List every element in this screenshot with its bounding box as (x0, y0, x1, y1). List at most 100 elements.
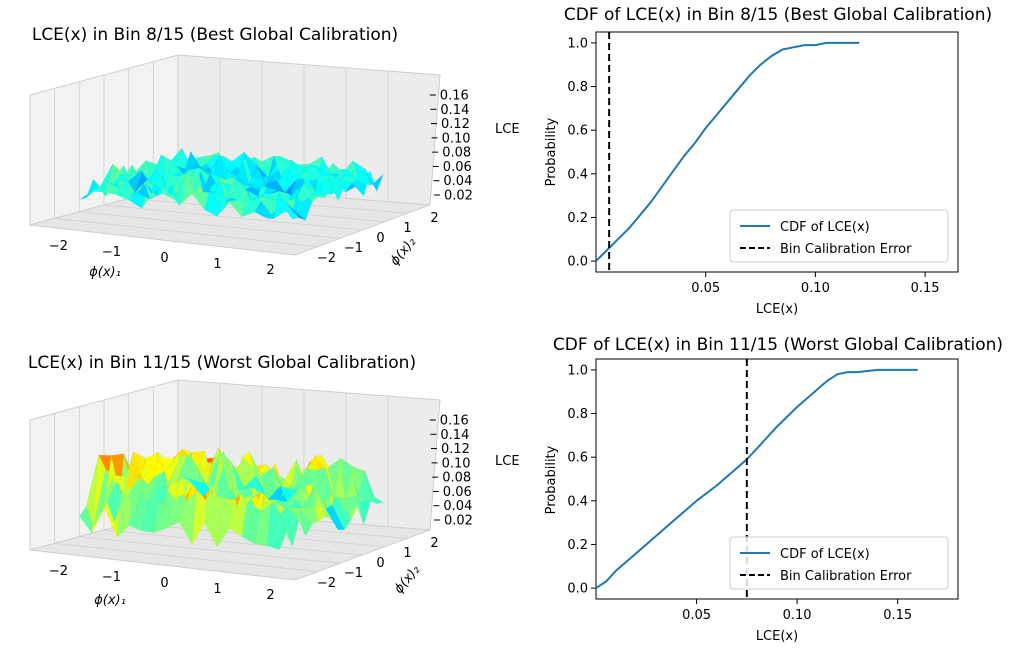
surface-facet (364, 470, 384, 504)
surface-facet (338, 179, 358, 193)
legend-box (729, 209, 949, 263)
x-tick-label: −1 (102, 570, 121, 585)
z-axis-label: LCE (495, 454, 520, 469)
series-line-0 (595, 368, 918, 589)
x-tick-label: 0.05 (691, 281, 720, 296)
grid-line (79, 211, 341, 239)
surface-facet (325, 504, 345, 530)
z-tick-label: 0.10 (442, 456, 471, 471)
y-tick-label: 0.8 (567, 80, 588, 95)
grid-line (54, 542, 318, 573)
y-tick-label: 1 (403, 546, 411, 561)
cdf-plot-best: CDF of LCE(x) in Bin 8/15 (Best Global C… (544, 5, 992, 317)
y-tick-label: 0 (376, 231, 384, 246)
y-axis-label: ϕ(x)₂ (387, 235, 419, 269)
x-tick-label: 2 (266, 588, 274, 603)
y-tick-label: 0.6 (567, 124, 588, 139)
x-tick-label: 1 (213, 257, 221, 272)
surface-plot-worst: LCE(x) in Bin 11/15 (Worst Global Calibr… (28, 353, 520, 608)
x-tick-label: 0.15 (911, 281, 940, 296)
y-tick-labels: −2 −1 0 1 2 (317, 211, 439, 266)
surface-facet (364, 168, 384, 192)
x-tick-label: −1 (102, 245, 121, 260)
z-tick-label: 0.02 (444, 514, 473, 529)
plot-lines (595, 32, 860, 272)
x-axis-ticks: 0.05 0.10 0.15 (691, 272, 940, 296)
z-tick-label: 0.04 (443, 174, 472, 189)
y-tick-label: −2 (317, 576, 336, 591)
cdf-plot-worst: CDF of LCE(x) in Bin 11/15 (Worst Global… (544, 335, 1003, 644)
z-tick-label: 0.16 (440, 89, 469, 104)
z-tick-label: 0.14 (440, 428, 469, 443)
surface-mesh (79, 147, 384, 221)
y-tick-label: 0.0 (567, 582, 588, 597)
y-tick-label: 0.4 (567, 167, 588, 182)
legend-label-error: Bin Calibration Error (780, 242, 912, 257)
y-tick-label: 2 (430, 211, 438, 226)
x-axis-ticks: 0.05 0.10 0.15 (682, 599, 912, 623)
legend-box (729, 536, 949, 590)
x-tick-label: 0.10 (783, 608, 812, 623)
z-tick-label: 0.16 (440, 414, 469, 429)
z-tick-label: 0.14 (440, 103, 469, 118)
y-tick-label: 1.0 (567, 36, 588, 51)
z-tick-label: 0.06 (443, 485, 472, 500)
x-tick-label: −2 (49, 239, 68, 254)
grid-lines (54, 383, 408, 573)
y-tick-label: 0.2 (567, 211, 588, 226)
x-axis-label: ϕ(x)₁ (89, 265, 121, 280)
legend: CDF of LCE(x) Bin Calibration Error (729, 536, 949, 590)
x-tick-labels: −2 −1 0 1 2 (49, 564, 275, 603)
y-tick-label: −1 (344, 241, 363, 256)
z-tick-label: 0.06 (443, 160, 472, 175)
z-tick-label: 0.08 (442, 146, 471, 161)
grid-line (54, 217, 318, 248)
surface-facet (279, 505, 300, 547)
x-tick-label: 2 (266, 263, 274, 278)
y-tick-label: 0.2 (567, 538, 588, 553)
y-tick-label: 1 (403, 221, 411, 236)
y-axis-label: Probability (544, 117, 559, 186)
x-tick-label: −2 (49, 564, 68, 579)
plot-frame (595, 31, 959, 273)
grid-line (103, 204, 363, 231)
y-tick-label: 0.4 (567, 494, 588, 509)
z-tick-label: 0.10 (442, 131, 471, 146)
legend: CDF of LCE(x) Bin Calibration Error (729, 209, 949, 263)
y-tick-label: 0.0 (567, 255, 588, 270)
z-tick-label: 0.12 (441, 442, 470, 457)
y-tick-label: −2 (317, 251, 336, 266)
surface-mesh (79, 446, 384, 550)
x-tick-label: 0 (160, 251, 168, 266)
grid-line (103, 529, 363, 556)
series-line-0 (595, 41, 860, 262)
legend-label-cdf: CDF of LCE(x) (780, 220, 870, 235)
grid-line (79, 536, 341, 564)
y-axis-label: Probability (544, 445, 559, 514)
surface-plot-best: LCE(x) in Bin 8/15 (Best Global Calibrat… (29, 25, 520, 280)
z-tick-labels: 0.020.040.060.080.100.120.140.16 (429, 414, 473, 529)
x-tick-label: 1 (213, 582, 221, 597)
y-tick-label: 0 (376, 556, 384, 571)
z-tick-label: 0.08 (442, 471, 471, 486)
x-tick-label: 0.10 (801, 281, 830, 296)
x-axis-label: LCE(x) (756, 629, 798, 644)
y-axis-ticks: 0.0 0.2 0.4 0.6 0.8 1.0 (567, 36, 596, 270)
y-tick-label: 1.0 (567, 363, 588, 378)
z-tick-label: 0.04 (443, 499, 472, 514)
chart-title: LCE(x) in Bin 8/15 (Best Global Calibrat… (32, 25, 398, 45)
x-tick-label: 0.15 (883, 608, 912, 623)
y-axis-ticks: 0.0 0.2 0.4 0.6 0.8 1.0 (567, 363, 596, 597)
z-tick-label: 0.02 (444, 189, 473, 204)
x-axis-label: ϕ(x)₁ (94, 593, 126, 608)
z-tick-labels: 0.020.040.060.080.100.120.140.16 (429, 89, 473, 204)
x-tick-label: 0 (160, 576, 168, 591)
z-tick-label: 0.12 (441, 117, 470, 132)
y-tick-label: 0.8 (567, 407, 588, 422)
y-tick-labels: −2 −1 0 1 2 (317, 536, 439, 591)
chart-title: LCE(x) in Bin 11/15 (Worst Global Calibr… (28, 353, 416, 373)
x-axis-label: LCE(x) (756, 302, 798, 317)
y-axis-label: ϕ(x)₂ (391, 563, 423, 597)
x-tick-labels: −2 −1 0 1 2 (49, 239, 275, 278)
